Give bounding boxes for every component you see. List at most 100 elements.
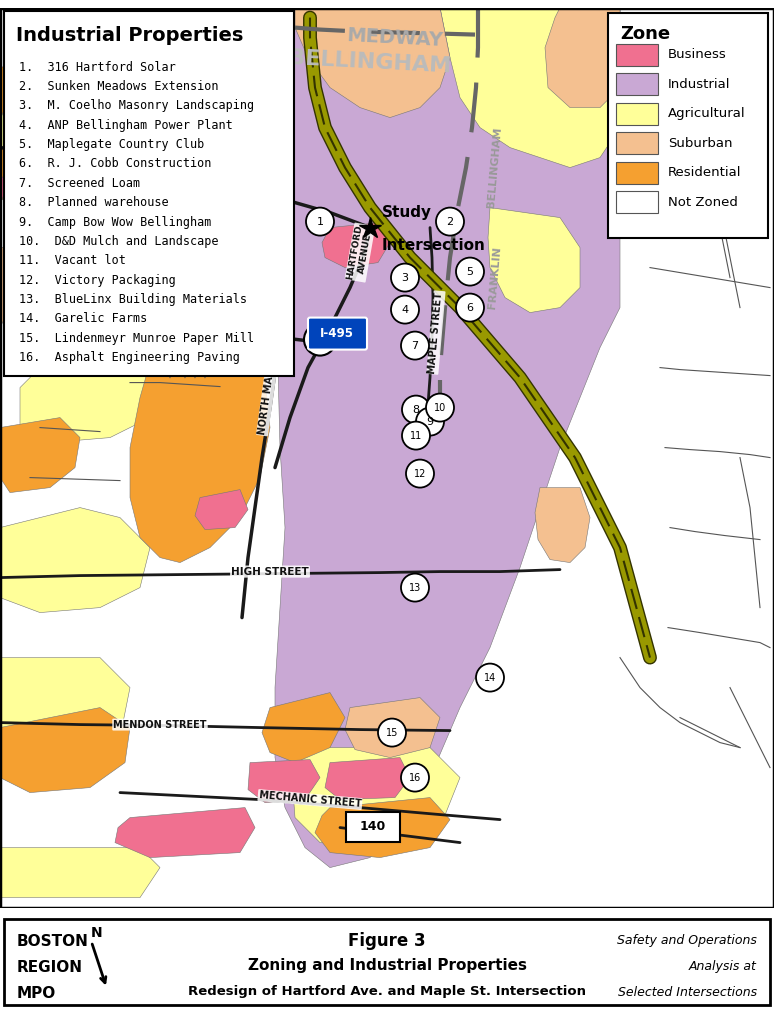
Text: Safety and Operations: Safety and Operations: [617, 934, 757, 946]
Text: 15.  Lindenmeyr Munroe Paper Mill: 15. Lindenmeyr Munroe Paper Mill: [19, 332, 254, 345]
Text: Industrial Properties: Industrial Properties: [16, 25, 243, 44]
Polygon shape: [130, 338, 270, 563]
Polygon shape: [488, 208, 580, 313]
Polygon shape: [248, 760, 320, 802]
Text: Zone: Zone: [620, 24, 670, 42]
Polygon shape: [0, 848, 160, 898]
Text: 4.  ANP Bellingham Power Plant: 4. ANP Bellingham Power Plant: [19, 119, 233, 132]
Polygon shape: [262, 692, 345, 763]
Text: 9.  Camp Bow Wow Bellingham: 9. Camp Bow Wow Bellingham: [19, 216, 211, 229]
Circle shape: [476, 664, 504, 691]
Text: 14.  Garelic Farms: 14. Garelic Farms: [19, 313, 147, 326]
Text: I-495: I-495: [320, 327, 354, 340]
Text: Figure 3: Figure 3: [348, 932, 426, 950]
Text: Redesign of Hartford Ave. and Maple St. Intersection: Redesign of Hartford Ave. and Maple St. …: [188, 985, 586, 998]
Text: FRANKLIN: FRANKLIN: [488, 246, 502, 309]
Text: 12: 12: [414, 468, 426, 478]
Circle shape: [436, 208, 464, 235]
Circle shape: [401, 332, 429, 359]
FancyBboxPatch shape: [4, 10, 294, 375]
Circle shape: [406, 459, 434, 487]
Polygon shape: [115, 807, 255, 858]
Text: 10: 10: [434, 403, 446, 413]
Text: 2: 2: [447, 217, 454, 227]
Circle shape: [304, 324, 336, 355]
Circle shape: [416, 408, 444, 436]
Text: Agricultural: Agricultural: [668, 107, 745, 120]
Text: 13.  BlueLinx Building Materials: 13. BlueLinx Building Materials: [19, 293, 247, 306]
Text: 140: 140: [360, 820, 386, 833]
Text: 2.  Sunken Meadows Extension: 2. Sunken Meadows Extension: [19, 80, 218, 93]
Text: MENDON STREET: MENDON STREET: [113, 719, 207, 730]
Polygon shape: [0, 418, 80, 492]
Polygon shape: [345, 697, 440, 758]
Text: 13: 13: [409, 582, 421, 592]
Polygon shape: [322, 223, 390, 267]
Text: BOSTON: BOSTON: [17, 934, 89, 948]
FancyBboxPatch shape: [616, 191, 658, 213]
Polygon shape: [0, 167, 60, 204]
Text: 1: 1: [317, 217, 324, 227]
Text: Selected Intersections: Selected Intersections: [618, 987, 757, 1000]
Circle shape: [401, 573, 429, 601]
Text: 3: 3: [402, 272, 409, 283]
Polygon shape: [20, 352, 155, 443]
FancyBboxPatch shape: [616, 132, 658, 154]
Circle shape: [456, 294, 484, 322]
Text: Analysis at: Analysis at: [689, 961, 757, 974]
Text: MECHANIC STREET: MECHANIC STREET: [259, 790, 361, 809]
Text: Suburban: Suburban: [668, 136, 732, 149]
Text: 6: 6: [467, 303, 474, 313]
Circle shape: [402, 422, 430, 450]
Polygon shape: [315, 797, 450, 858]
Text: MPO: MPO: [17, 987, 57, 1002]
Text: 16.  Asphalt Engineering Paving: 16. Asphalt Engineering Paving: [19, 351, 240, 364]
FancyBboxPatch shape: [4, 919, 770, 1005]
Text: 5: 5: [467, 266, 474, 276]
Text: N: N: [91, 926, 103, 940]
Polygon shape: [295, 8, 450, 118]
Polygon shape: [292, 748, 460, 848]
Polygon shape: [80, 198, 275, 362]
Text: 5.  Maplegate Country Club: 5. Maplegate Country Club: [19, 138, 204, 151]
Text: BELLINGHAM: BELLINGHAM: [487, 127, 504, 209]
FancyBboxPatch shape: [616, 73, 658, 95]
Text: 3.  M. Coelho Masonry Landscaping: 3. M. Coelho Masonry Landscaping: [19, 99, 254, 112]
Text: 8.  Planned warehouse: 8. Planned warehouse: [19, 196, 169, 209]
Text: HARTFORD
AVENUE: HARTFORD AVENUE: [346, 224, 375, 282]
Text: NORTH MAIN STREET: NORTH MAIN STREET: [257, 320, 283, 435]
Text: Zoning and Industrial Properties: Zoning and Industrial Properties: [248, 959, 526, 974]
Text: 1.  316 Hartford Solar: 1. 316 Hartford Solar: [19, 61, 176, 74]
Polygon shape: [545, 8, 620, 108]
Text: 4: 4: [402, 305, 409, 315]
Text: 14: 14: [484, 673, 496, 682]
Text: Not Zoned: Not Zoned: [668, 196, 738, 209]
Text: HARTFORD AVENUE: HARTFORD AVENUE: [98, 142, 212, 162]
Circle shape: [456, 257, 484, 286]
Polygon shape: [0, 237, 180, 343]
Text: HIGH STREET: HIGH STREET: [231, 567, 309, 576]
Circle shape: [378, 718, 406, 747]
Polygon shape: [325, 758, 410, 799]
FancyBboxPatch shape: [204, 320, 266, 351]
Text: 8: 8: [413, 405, 420, 415]
FancyBboxPatch shape: [616, 161, 658, 184]
Text: 12.  Victory Packaging: 12. Victory Packaging: [19, 273, 176, 287]
FancyBboxPatch shape: [616, 43, 658, 66]
Circle shape: [402, 396, 430, 424]
Text: 11.  Vacant lot: 11. Vacant lot: [19, 254, 126, 267]
Text: Intersection: Intersection: [382, 237, 486, 252]
Text: 16: 16: [409, 773, 421, 783]
Polygon shape: [0, 707, 130, 793]
Text: Business: Business: [668, 48, 727, 62]
Text: MAPLE STREET: MAPLE STREET: [427, 292, 444, 373]
Polygon shape: [195, 489, 248, 530]
Text: Residential: Residential: [668, 166, 741, 179]
Polygon shape: [440, 8, 620, 167]
Text: 10.  D&D Mulch and Landscape: 10. D&D Mulch and Landscape: [19, 235, 218, 248]
Polygon shape: [275, 8, 620, 868]
Text: BELLINGHAM: BELLINGHAM: [288, 48, 452, 77]
Text: 7.  Screened Loam: 7. Screened Loam: [19, 177, 140, 190]
FancyBboxPatch shape: [346, 811, 400, 842]
Text: 7: 7: [412, 341, 419, 350]
